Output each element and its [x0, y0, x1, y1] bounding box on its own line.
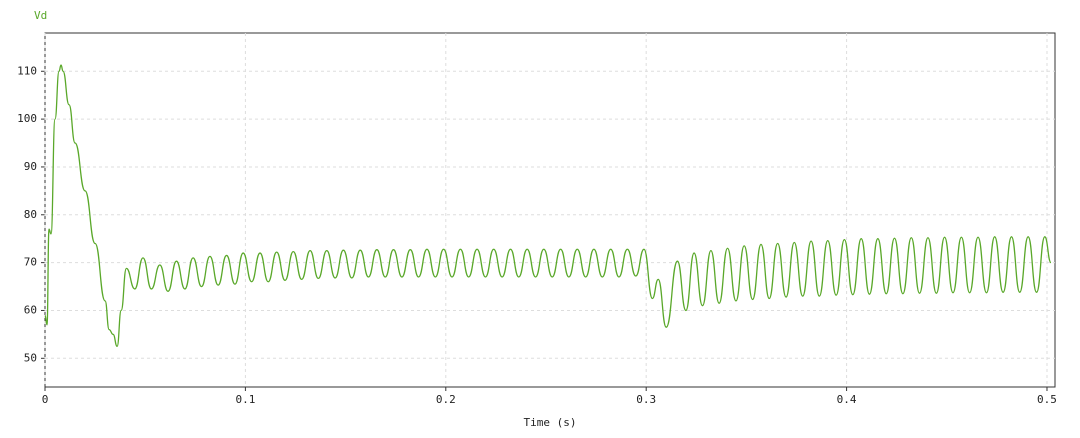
x-tick-label: 0.1	[235, 393, 255, 406]
y-tick-label: 90	[24, 160, 37, 173]
y-tick-label: 70	[24, 256, 37, 269]
plot-frame	[44, 32, 1056, 388]
x-tick-label: 0.3	[636, 393, 656, 406]
y-tick-label: 100	[17, 112, 37, 125]
legend-label: Vd	[34, 9, 47, 22]
x-tick-label: 0.2	[436, 393, 456, 406]
y-tick-label: 80	[24, 208, 37, 221]
x-tick-label: 0.4	[837, 393, 857, 406]
x-tick-label: 0.5	[1037, 393, 1057, 406]
y-tick-label: 110	[17, 64, 37, 77]
x-tick-label: 0	[42, 393, 49, 406]
y-tick-label: 60	[24, 303, 37, 316]
x-axis-label: Time (s)	[524, 416, 577, 429]
y-tick-label: 50	[24, 351, 37, 364]
series-line	[44, 64, 1052, 347]
